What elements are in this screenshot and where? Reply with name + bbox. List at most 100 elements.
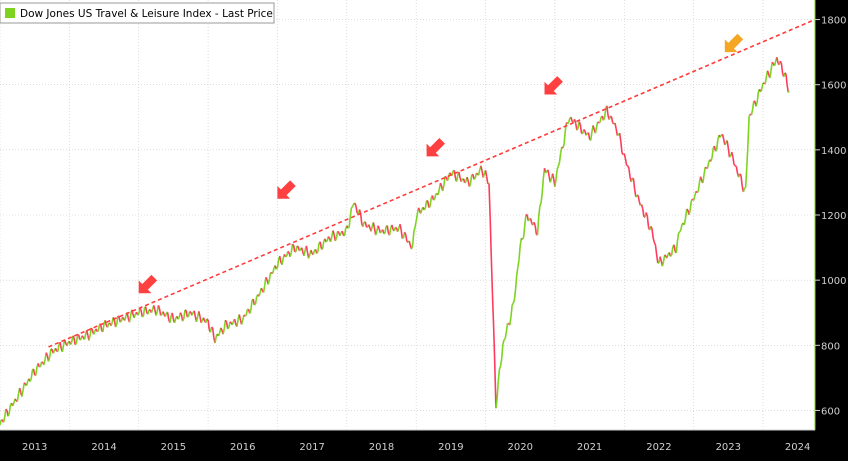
price-segment	[116, 324, 117, 327]
price-segment	[82, 336, 83, 338]
price-segment	[3, 418, 4, 423]
y-tick-label: 1200	[821, 211, 846, 222]
price-segment	[183, 318, 184, 321]
price-segment	[548, 170, 549, 176]
price-segment	[586, 134, 587, 136]
price-segment	[376, 231, 377, 235]
price-segment	[74, 337, 75, 344]
x-tick-label: 2020	[507, 442, 532, 453]
price-segment	[751, 110, 752, 115]
price-segment	[161, 315, 162, 316]
price-segment	[158, 305, 159, 309]
price-segment	[73, 336, 74, 338]
price-segment	[638, 195, 639, 201]
price-segment	[363, 222, 364, 227]
price-segment	[654, 242, 655, 245]
price-segment	[580, 125, 581, 133]
price-segment	[276, 268, 277, 269]
price-segment	[94, 332, 95, 335]
price-segment	[496, 399, 497, 408]
price-segment	[273, 268, 274, 273]
price-segment	[212, 327, 213, 328]
price-segment	[503, 340, 504, 345]
price-segment	[331, 237, 332, 242]
price-segment	[705, 167, 706, 168]
price-segment	[302, 248, 303, 253]
price-segment	[385, 226, 386, 233]
price-segment	[89, 335, 90, 341]
x-tick-label: 2019	[438, 442, 463, 453]
y-tick-label: 1600	[821, 81, 846, 92]
price-segment	[313, 250, 314, 254]
price-segment	[355, 203, 356, 206]
price-segment	[474, 178, 475, 179]
price-segment	[268, 280, 269, 285]
price-segment	[335, 238, 336, 241]
price-segment	[340, 233, 341, 236]
price-segment	[125, 315, 126, 320]
price-segment	[351, 207, 352, 208]
price-segment	[294, 245, 295, 252]
price-segment	[743, 188, 744, 192]
price-segment	[512, 303, 513, 305]
price-segment	[479, 170, 480, 175]
price-segment	[232, 321, 233, 325]
price-segment	[194, 311, 195, 317]
price-segment	[117, 316, 118, 324]
price-segment	[239, 315, 240, 321]
price-segment	[579, 122, 580, 125]
price-segment	[154, 305, 155, 310]
price-segment	[571, 117, 572, 121]
price-segment	[665, 255, 666, 256]
price-segment	[108, 323, 109, 327]
price-segment	[395, 227, 396, 228]
price-segment	[563, 144, 564, 148]
price-segment	[679, 232, 680, 233]
price-segment	[0, 420, 1, 425]
price-segment	[711, 157, 712, 161]
price-segment	[75, 344, 76, 345]
price-segment	[309, 254, 310, 258]
price-segment	[79, 335, 80, 340]
price-segment	[525, 215, 526, 225]
price-segment	[628, 166, 629, 168]
price-segment	[175, 318, 176, 322]
price-segment	[8, 413, 9, 416]
price-segment	[44, 359, 45, 364]
price-segment	[528, 219, 529, 221]
price-segment	[744, 187, 745, 188]
price-segment	[720, 135, 721, 137]
price-segment	[9, 405, 10, 414]
price-segment	[684, 218, 685, 224]
price-segment	[584, 129, 585, 131]
price-segment	[610, 116, 611, 117]
price-segment	[703, 175, 704, 183]
price-segment	[328, 237, 329, 239]
price-segment	[71, 342, 72, 344]
price-segment	[499, 366, 500, 369]
price-segment	[429, 207, 430, 208]
price-segment	[342, 231, 343, 235]
price-segment	[299, 249, 300, 250]
price-segment	[180, 313, 181, 315]
price-segment	[568, 122, 569, 124]
price-segment	[740, 174, 741, 176]
price-segment	[642, 205, 643, 209]
legend-label: Dow Jones US Travel & Leisure Index - La…	[20, 8, 273, 20]
price-segment	[230, 322, 231, 323]
price-segment	[304, 250, 305, 256]
price-segment	[546, 171, 547, 172]
price-segment	[513, 300, 514, 303]
x-tick-label: 2016	[230, 442, 255, 453]
price-segment	[636, 195, 637, 197]
price-segment	[348, 227, 349, 228]
price-segment	[235, 319, 236, 324]
price-segment	[701, 177, 702, 181]
price-segment	[593, 125, 594, 129]
price-segment	[402, 238, 403, 239]
legend-swatch	[5, 8, 15, 18]
price-segment	[297, 246, 298, 247]
price-segment	[208, 320, 209, 329]
